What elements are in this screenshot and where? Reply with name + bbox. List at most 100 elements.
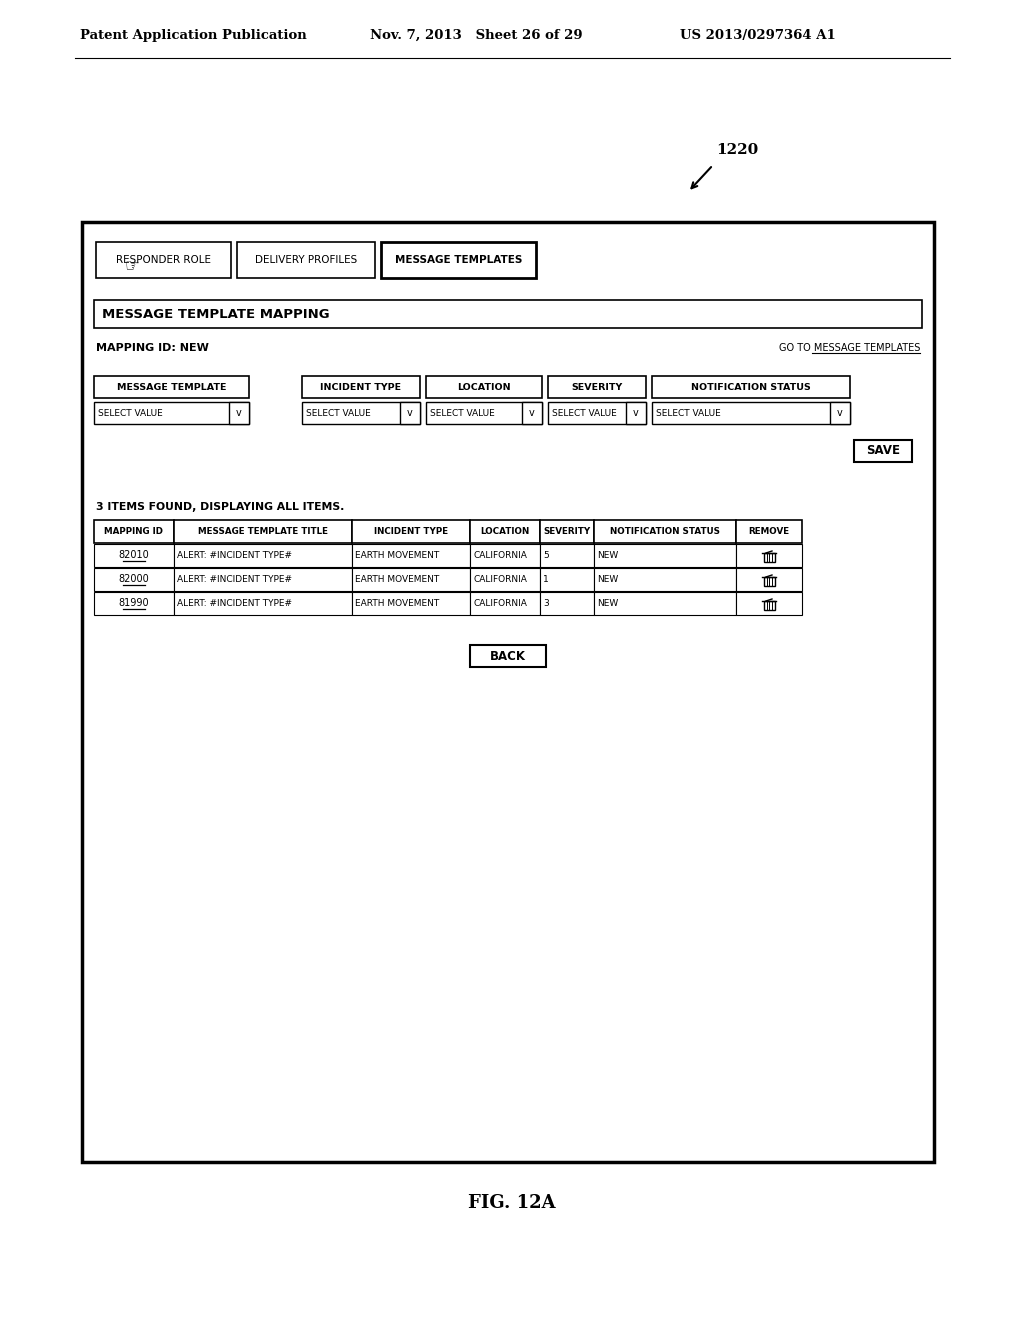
Bar [540,520,594,543]
Text: 82010: 82010 [119,550,150,561]
Text: NEW: NEW [597,550,618,560]
Text: CALIFORNIA: CALIFORNIA [473,550,527,560]
Text: ALERT: #INCIDENT TYPE#: ALERT: #INCIDENT TYPE# [177,550,292,560]
Text: SEVERITY: SEVERITY [544,527,591,536]
Bar [237,242,375,279]
Text: INCIDENT TYPE: INCIDENT TYPE [321,383,401,392]
Text: NOTIFICATION STATUS: NOTIFICATION STATUS [691,383,811,392]
Text: SELECT VALUE: SELECT VALUE [98,408,163,417]
Text: ALERT: #INCIDENT TYPE#: ALERT: #INCIDENT TYPE# [177,576,292,583]
Text: NEW: NEW [597,576,618,583]
Bar [174,568,352,591]
Bar [764,601,774,610]
Text: SELECT VALUE: SELECT VALUE [552,408,616,417]
Text: US 2013/0297364 A1: US 2013/0297364 A1 [680,29,836,42]
Bar [400,403,420,424]
Text: INCIDENT TYPE: INCIDENT TYPE [374,527,449,536]
Bar [94,300,922,327]
Text: 3: 3 [543,599,549,609]
Text: 3 ITEMS FOUND, DISPLAYING ALL ITEMS.: 3 ITEMS FOUND, DISPLAYING ALL ITEMS. [96,502,344,512]
Bar [764,577,774,586]
Text: 81990: 81990 [119,598,150,609]
Bar [94,403,249,424]
Bar [540,544,594,568]
Text: CALIFORNIA: CALIFORNIA [473,599,527,609]
Text: NOTIFICATION STATUS: NOTIFICATION STATUS [610,527,720,536]
Bar [94,591,174,615]
Bar [96,242,231,279]
Bar [594,544,736,568]
Text: v: v [529,408,535,418]
Text: EARTH MOVEMENT: EARTH MOVEMENT [355,599,439,609]
Bar [652,376,850,399]
Bar [174,591,352,615]
Text: EARTH MOVEMENT: EARTH MOVEMENT [355,550,439,560]
Text: v: v [838,408,843,418]
Bar [736,568,802,591]
Bar [470,544,540,568]
Bar [174,544,352,568]
Bar [426,403,542,424]
Bar [470,591,540,615]
Bar [352,568,470,591]
Text: LOCATION: LOCATION [480,527,529,536]
Bar [94,544,174,568]
Bar [736,544,802,568]
Text: MESSAGE TEMPLATE MAPPING: MESSAGE TEMPLATE MAPPING [102,308,330,321]
Text: SELECT VALUE: SELECT VALUE [306,408,371,417]
Text: SEVERITY: SEVERITY [571,383,623,392]
Bar [352,520,470,543]
Bar [94,568,174,591]
Bar [352,544,470,568]
Text: SELECT VALUE: SELECT VALUE [656,408,721,417]
Bar [548,403,646,424]
Bar [94,520,174,543]
Bar [540,568,594,591]
Text: FIG. 12A: FIG. 12A [468,1195,556,1212]
Bar [302,403,420,424]
Bar [548,376,646,399]
Bar [470,645,546,667]
Text: SAVE: SAVE [866,445,900,458]
Text: MESSAGE TEMPLATE TITLE: MESSAGE TEMPLATE TITLE [198,527,328,536]
Bar [302,376,420,399]
Text: SELECT VALUE: SELECT VALUE [430,408,495,417]
Text: NEW: NEW [597,599,618,609]
Bar [540,591,594,615]
Text: ALERT: #INCIDENT TYPE#: ALERT: #INCIDENT TYPE# [177,599,292,609]
Bar [426,376,542,399]
Text: MESSAGE TEMPLATES: MESSAGE TEMPLATES [395,255,522,265]
Text: 5: 5 [543,550,549,560]
Text: LOCATION: LOCATION [457,383,511,392]
Text: MESSAGE TEMPLATE: MESSAGE TEMPLATE [117,383,226,392]
Text: GO TO MESSAGE TEMPLATES: GO TO MESSAGE TEMPLATES [778,343,920,352]
Bar [594,591,736,615]
Bar [594,520,736,543]
Text: v: v [408,408,413,418]
Text: DELIVERY PROFILES: DELIVERY PROFILES [255,255,357,265]
Bar [470,520,540,543]
Text: v: v [633,408,639,418]
Text: CALIFORNIA: CALIFORNIA [473,576,527,583]
Text: 1: 1 [543,576,549,583]
Text: MAPPING ID: NEW: MAPPING ID: NEW [96,343,209,352]
Text: EARTH MOVEMENT: EARTH MOVEMENT [355,576,439,583]
Text: Patent Application Publication: Patent Application Publication [80,29,307,42]
Bar [854,440,912,462]
Text: ☞: ☞ [125,257,139,275]
Text: BACK: BACK [490,649,526,663]
Bar [470,568,540,591]
Text: 1220: 1220 [716,143,758,157]
Bar [94,376,249,399]
Bar [830,403,850,424]
Bar [381,242,536,279]
Text: Nov. 7, 2013   Sheet 26 of 29: Nov. 7, 2013 Sheet 26 of 29 [370,29,583,42]
Text: v: v [237,408,242,418]
Bar [736,591,802,615]
Bar [764,553,774,561]
Bar [594,568,736,591]
Text: 82000: 82000 [119,574,150,585]
Bar [82,222,934,1162]
Bar [229,403,249,424]
Bar [352,591,470,615]
